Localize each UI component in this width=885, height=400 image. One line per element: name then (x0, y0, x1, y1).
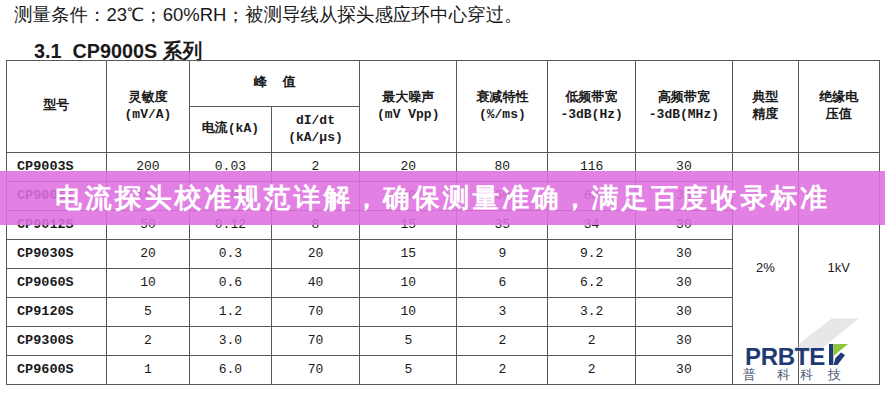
svg-text:PRBTE: PRBTE (745, 343, 825, 370)
